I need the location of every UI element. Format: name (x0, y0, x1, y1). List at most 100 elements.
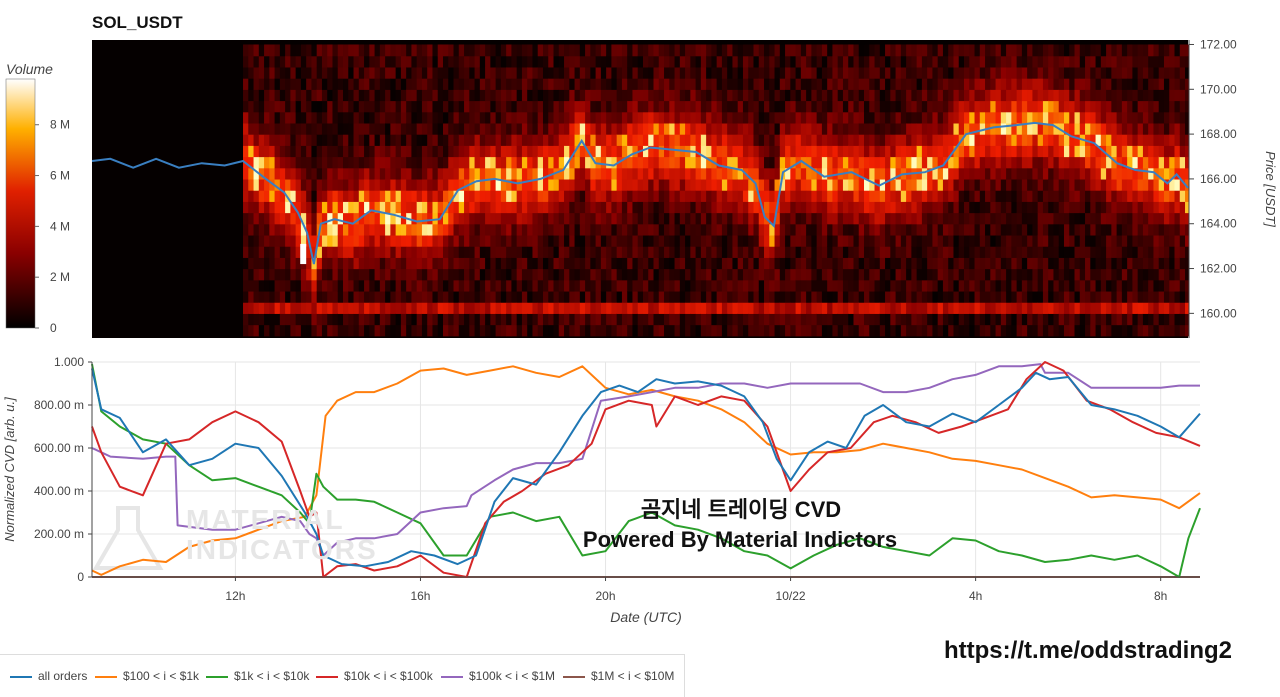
telegram-link[interactable]: https://t.me/oddstrading2 (944, 637, 1232, 664)
heatmap-cell (985, 66, 991, 79)
heatmap-cell (648, 44, 655, 57)
heatmap-cell (527, 246, 534, 258)
heatmap-cell (958, 100, 965, 113)
heatmap-cell (674, 246, 681, 258)
heatmap-cell (700, 134, 707, 146)
heatmap-cell (1011, 122, 1018, 135)
heatmap-cell (532, 145, 539, 158)
heatmap-cell (664, 324, 670, 337)
legend-item-all-orders[interactable]: all orders (10, 669, 87, 683)
heatmap-cell (779, 66, 786, 79)
heatmap-cell (737, 178, 744, 191)
heatmap-cell (427, 257, 434, 270)
heatmap-cell (327, 290, 334, 303)
heatmap-cell (606, 313, 612, 326)
heatmap-cell (590, 44, 597, 57)
heatmap-cell (1000, 78, 1007, 90)
heatmap-cell (432, 55, 439, 68)
heatmap-cell (479, 279, 486, 292)
heatmap-cell (416, 100, 423, 113)
heatmap-cell (1016, 111, 1023, 124)
heatmap-cell (821, 302, 828, 314)
heatmap-cell (848, 257, 855, 270)
heatmap-cell (1095, 111, 1102, 124)
heatmap-cell (421, 234, 428, 247)
legend-item-100k-1m[interactable]: $100k < i < $1M (441, 669, 555, 683)
heatmap-cell (648, 279, 655, 292)
heatmap-cell (906, 201, 912, 214)
heatmap-cell (1063, 290, 1070, 303)
colorbar-ticks: 8 M6 M4 M2 M0 (35, 118, 70, 335)
heatmap-cell (548, 190, 555, 202)
heatmap-cell (258, 145, 265, 158)
heatmap-cell (885, 156, 891, 169)
heatmap-cell (1174, 78, 1181, 90)
heatmap-cell (411, 167, 418, 180)
heatmap-cell (1153, 279, 1160, 292)
heatmap-cell (1185, 279, 1189, 292)
heatmap-cell (269, 66, 276, 79)
heatmap-cell (474, 190, 481, 202)
heatmap-cell (764, 257, 770, 270)
heatmap-cell (821, 66, 828, 79)
legend-label: $100 < i < $1k (123, 669, 200, 683)
heatmap-cell (569, 290, 576, 303)
heatmap-cell (311, 178, 318, 191)
legend-item-10k-100k[interactable]: $10k < i < $100k (316, 669, 433, 683)
heatmap-cell (306, 201, 313, 214)
heatmap-cell (1100, 156, 1107, 169)
heatmap-cell (985, 324, 991, 337)
heatmap-cell (442, 122, 449, 135)
heatmap-cell (485, 89, 491, 102)
heatmap-cell (1111, 279, 1118, 292)
heatmap-cell (306, 190, 313, 202)
heatmap-cell (564, 167, 570, 180)
heatmap-cell (516, 100, 523, 113)
legend-item-1m-10m[interactable]: $1M < i < $10M (563, 669, 674, 683)
heatmap-cell (274, 201, 281, 214)
heatmap-cell (321, 212, 328, 225)
heatmap-cell (1111, 324, 1118, 337)
heatmap-cell (300, 44, 307, 57)
heatmap-cell (911, 44, 918, 57)
heatmap-cell (300, 268, 307, 281)
heatmap-cell (1174, 246, 1181, 258)
legend-item-1k-10k[interactable]: $1k < i < $10k (206, 669, 309, 683)
heatmap-cell (1127, 268, 1133, 281)
heatmap-cell (427, 167, 434, 180)
heatmap-cell (264, 145, 270, 158)
heatmap-cell (900, 257, 907, 270)
heatmap-cell (948, 268, 955, 281)
heatmap-cell (969, 268, 976, 281)
heatmap-cell (642, 279, 649, 292)
heatmap-cell (311, 78, 318, 90)
heatmap-cell (963, 201, 970, 214)
heatmap-cell (274, 223, 281, 236)
heatmap-cell (1148, 257, 1155, 270)
heatmap-cell (648, 313, 655, 326)
heatmap-cell (1011, 201, 1018, 214)
heatmap-cell (848, 201, 855, 214)
heatmap-cell (574, 145, 581, 158)
heatmap-cell (811, 302, 818, 314)
heatmap-cell (285, 134, 291, 146)
heatmap-cell (453, 223, 460, 236)
heatmap-cell (264, 89, 270, 102)
heatmap-cell (564, 100, 570, 113)
heatmap-cell (1042, 268, 1049, 281)
heatmap-cell (869, 313, 876, 326)
heatmap-cell (1142, 212, 1149, 225)
heatmap-cell (542, 55, 549, 68)
heatmap-cell (1121, 212, 1128, 225)
heatmap-cell (911, 66, 918, 79)
legend-item-100-1k[interactable]: $100 < i < $1k (95, 669, 199, 683)
heatmap-cell (821, 268, 828, 281)
heatmap-cell (790, 66, 797, 79)
heatmap-cell (395, 201, 402, 214)
heatmap-cell (569, 313, 576, 326)
heatmap-cell (742, 212, 749, 225)
heatmap-cell (411, 201, 418, 214)
heatmap-cell (1053, 212, 1060, 225)
heatmap-cell (700, 167, 707, 180)
heatmap-cell (842, 89, 849, 102)
